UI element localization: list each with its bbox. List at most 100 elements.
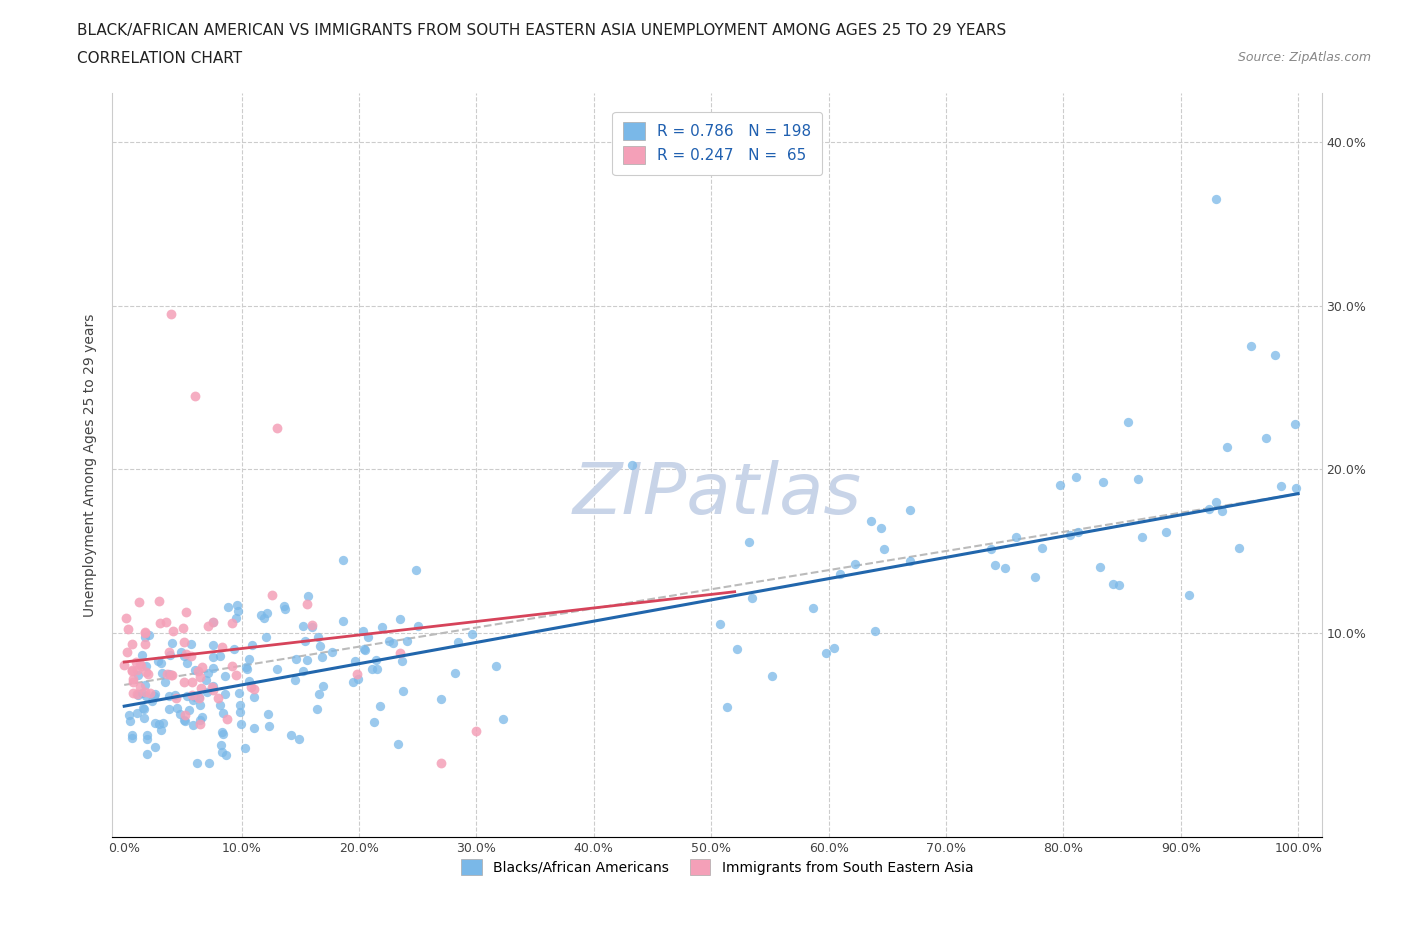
Point: [134, 630, 156, 644]
Point: [156, 667, 179, 682]
Point: [1049, 478, 1071, 493]
Point: [188, 698, 211, 712]
Point: [256, 606, 278, 621]
Point: [125, 654, 148, 669]
Point: [253, 610, 276, 625]
Point: [396, 633, 419, 648]
Point: [364, 653, 387, 668]
Point: [187, 663, 209, 678]
Point: [121, 662, 143, 677]
Point: [238, 651, 260, 666]
Point: [387, 737, 409, 751]
Point: [150, 723, 173, 737]
Point: [122, 674, 145, 689]
Point: [176, 656, 198, 671]
Point: [291, 664, 314, 679]
Point: [134, 678, 156, 693]
Point: [1005, 529, 1028, 544]
Point: [1066, 525, 1088, 539]
Point: [180, 687, 202, 702]
Point: [115, 644, 138, 659]
Point: [309, 638, 332, 653]
Point: [166, 701, 188, 716]
Point: [801, 600, 824, 615]
Point: [1064, 470, 1087, 485]
Point: [242, 720, 264, 735]
Point: [112, 658, 135, 672]
Point: [186, 756, 208, 771]
Point: [224, 642, 246, 657]
Point: [183, 718, 205, 733]
Point: [249, 607, 271, 622]
Point: [143, 686, 166, 701]
Point: [430, 691, 453, 706]
Point: [830, 566, 852, 581]
Point: [121, 731, 143, 746]
Point: [132, 700, 155, 715]
Point: [160, 668, 183, 683]
Point: [201, 660, 224, 675]
Point: [716, 699, 738, 714]
Point: [160, 306, 183, 321]
Point: [157, 701, 180, 716]
Point: [117, 621, 139, 636]
Point: [121, 727, 143, 742]
Point: [150, 656, 173, 671]
Point: [391, 653, 413, 668]
Point: [120, 713, 142, 728]
Point: [215, 711, 238, 726]
Point: [228, 705, 250, 720]
Point: [135, 732, 157, 747]
Point: [183, 388, 205, 403]
Point: [190, 660, 212, 675]
Point: [389, 611, 412, 626]
Point: [321, 644, 343, 659]
Point: [162, 623, 184, 638]
Point: [141, 694, 163, 709]
Text: CORRELATION CHART: CORRELATION CHART: [77, 51, 242, 66]
Point: [1108, 578, 1130, 592]
Point: [211, 745, 233, 760]
Point: [859, 513, 882, 528]
Point: [297, 589, 319, 604]
Point: [214, 669, 236, 684]
Point: [307, 701, 329, 716]
Point: [195, 684, 218, 699]
Text: BLACK/AFRICAN AMERICAN VS IMMIGRANTS FROM SOUTH EASTERN ASIA UNEMPLOYMENT AMONG : BLACK/AFRICAN AMERICAN VS IMMIGRANTS FRO…: [77, 23, 1007, 38]
Point: [444, 666, 467, 681]
Point: [231, 716, 253, 731]
Point: [165, 691, 187, 706]
Point: [148, 717, 170, 732]
Point: [297, 596, 319, 611]
Point: [155, 615, 177, 630]
Point: [1154, 525, 1177, 539]
Point: [738, 535, 761, 550]
Point: [257, 707, 280, 722]
Point: [994, 561, 1017, 576]
Point: [352, 623, 374, 638]
Point: [134, 684, 156, 699]
Point: [273, 599, 295, 614]
Point: [157, 688, 180, 703]
Point: [378, 633, 401, 648]
Point: [159, 647, 181, 662]
Point: [142, 688, 165, 703]
Point: [132, 701, 155, 716]
Point: [135, 747, 157, 762]
Point: [211, 724, 233, 739]
Point: [366, 661, 388, 676]
Point: [173, 635, 195, 650]
Point: [159, 668, 181, 683]
Point: [368, 698, 391, 713]
Point: [115, 610, 138, 625]
Point: [485, 659, 508, 674]
Point: [228, 685, 250, 700]
Point: [260, 588, 283, 603]
Point: [243, 689, 266, 704]
Point: [371, 619, 394, 634]
Point: [233, 740, 256, 755]
Point: [361, 661, 384, 676]
Point: [1264, 347, 1286, 362]
Point: [202, 615, 225, 630]
Point: [127, 668, 149, 683]
